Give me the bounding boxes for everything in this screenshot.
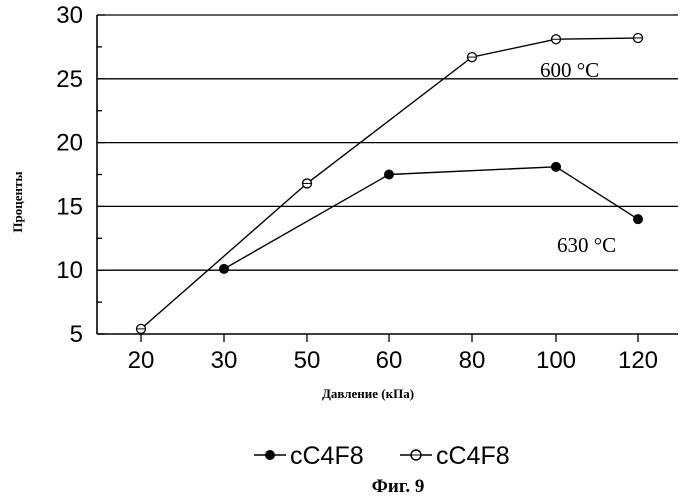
x-tick-label: 100 xyxy=(536,347,576,374)
x-tick-label: 30 xyxy=(211,347,238,374)
figure-caption: Фиг. 9 xyxy=(372,476,425,497)
x-tick-label: 50 xyxy=(294,347,321,374)
data-point xyxy=(220,264,229,273)
data-point xyxy=(385,170,394,179)
legend-marker-filled xyxy=(265,450,275,460)
x-tick-label: 60 xyxy=(376,347,403,374)
legend: cC4F8 cC4F8 xyxy=(254,442,510,470)
y-axis-title: Проценты xyxy=(10,171,25,232)
y-tick-label: 15 xyxy=(56,193,83,220)
annotation-630: 630 °C xyxy=(557,233,616,257)
grid-lines xyxy=(97,15,678,270)
data-point xyxy=(634,215,643,224)
x-axis-title: Давление (кПа) xyxy=(322,386,414,401)
legend-label-open: cC4F8 xyxy=(436,442,510,470)
x-tick-label: 20 xyxy=(128,347,155,374)
x-axis-ticks: 20 30 50 60 80 100 120 xyxy=(128,334,658,374)
x-tick-label: 80 xyxy=(459,347,486,374)
x-tick-label: 120 xyxy=(618,347,658,374)
y-tick-label: 20 xyxy=(56,130,83,157)
annotation-600: 600 °C xyxy=(540,58,599,82)
y-tick-label: 30 xyxy=(56,2,83,29)
y-tick-label: 5 xyxy=(70,321,83,348)
legend-label-filled: cC4F8 xyxy=(290,442,364,470)
y-tick-label: 10 xyxy=(56,257,83,284)
data-point xyxy=(552,162,561,171)
y-tick-label: 25 xyxy=(56,66,83,93)
